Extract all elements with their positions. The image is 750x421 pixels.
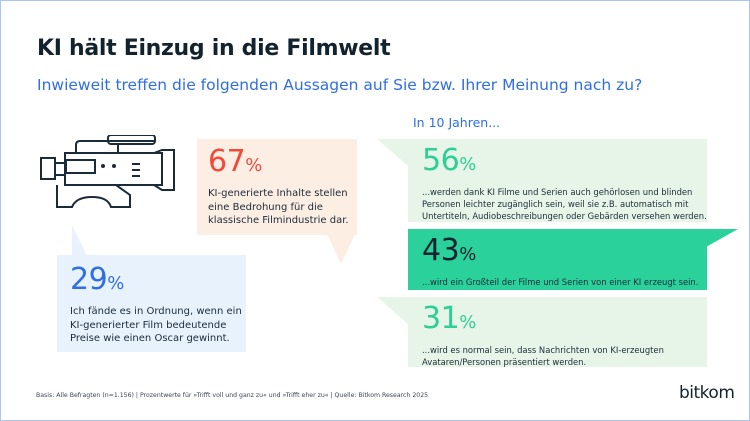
- stat-card-oscar: [57, 255, 246, 352]
- stat-value: 67%: [208, 144, 262, 179]
- speech-tail: [706, 229, 738, 247]
- stat-accessibility: 56% ...werden dank KI Filme und Serien a…: [422, 146, 707, 222]
- video-camera-icon: [40, 135, 175, 208]
- stat-value: 31%: [422, 301, 476, 336]
- stat-text: Ich fände es in Ordnung, wenn ein KI-gen…: [70, 306, 242, 344]
- bitkom-logo: bitkom: [679, 383, 735, 403]
- speech-tail: [377, 139, 409, 167]
- stat-card-avatars: [408, 297, 707, 367]
- stat-card-ai-generated: [408, 229, 707, 290]
- stat-text: ...werden dank KI Filme und Serien auch …: [422, 187, 707, 221]
- stat-threat: 67% KI-generierte Inhalte stellen eine B…: [208, 147, 358, 228]
- future-heading: In 10 Jahren...: [413, 115, 501, 130]
- stat-oscar: 29% Ich fände es in Ordnung, wenn ein KI…: [70, 265, 245, 346]
- stat-text: ...wird ein Großteil der Filme und Serie…: [422, 277, 699, 287]
- footer-source: Basis: Alle Befragten (n=1.156) | Prozen…: [36, 392, 429, 399]
- stat-card-accessibility: [408, 139, 707, 222]
- page-subtitle: Inwieweit treffen die folgenden Aussagen…: [37, 76, 643, 94]
- stat-value: 29%: [70, 262, 124, 297]
- speech-tail: [327, 234, 355, 264]
- stat-text: KI-generierte Inhalte stellen eine Bedro…: [208, 188, 349, 226]
- speech-tail: [377, 297, 409, 325]
- stat-ai-generated: 43% ...wird ein Großteil der Filme und S…: [422, 236, 707, 288]
- speech-tail: [72, 225, 87, 256]
- stat-value: 56%: [422, 143, 476, 178]
- stat-card-threat-bg: [197, 139, 357, 235]
- stat-avatars: 31% ...wird es normal sein, dass Nachric…: [422, 304, 707, 368]
- page-title: KI hält Einzug in die Filmwelt: [37, 36, 391, 61]
- stat-text: ...wird es normal sein, dass Nachrichten…: [422, 345, 664, 367]
- stat-value: 43%: [422, 233, 476, 268]
